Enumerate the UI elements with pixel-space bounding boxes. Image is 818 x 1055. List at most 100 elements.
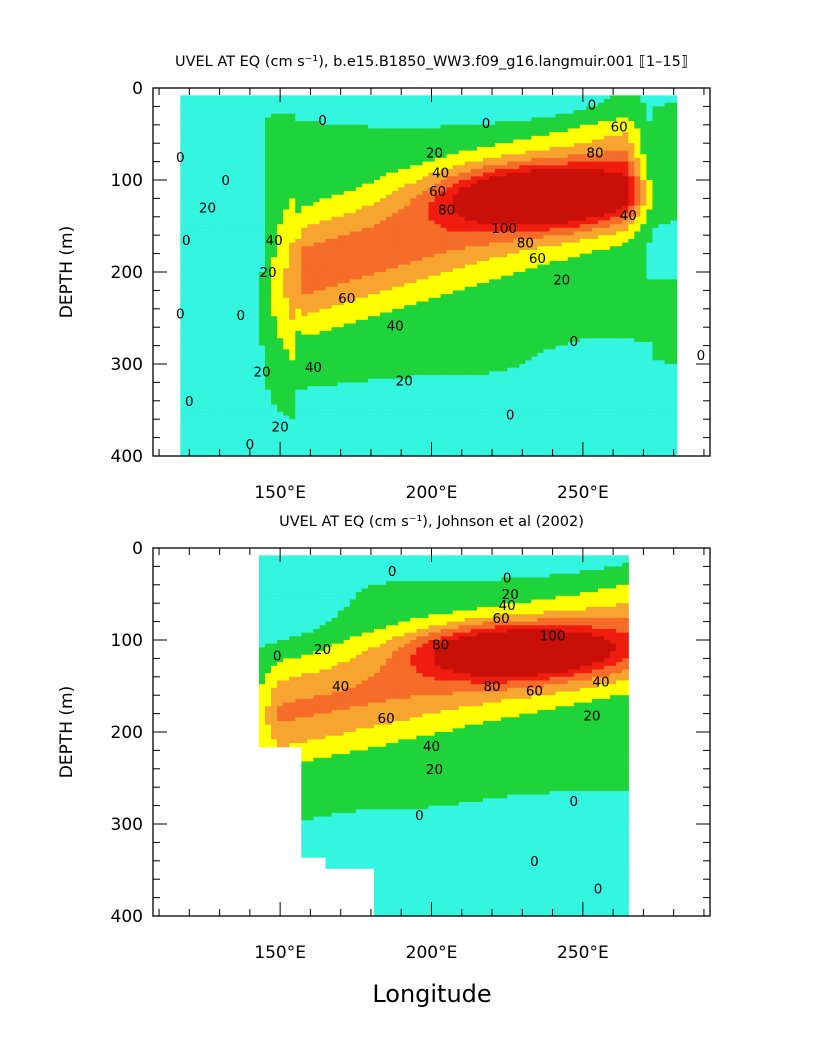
heatmap-cell	[186, 187, 193, 191]
heatmap-cell	[465, 290, 472, 294]
heatmap-cell	[277, 357, 284, 361]
heatmap-cell	[477, 140, 484, 144]
heatmap-cell	[380, 132, 387, 136]
heatmap-cell	[241, 195, 248, 199]
heatmap-cell	[465, 449, 472, 453]
heatmap-cell	[283, 180, 290, 184]
heatmap-cell	[253, 416, 260, 420]
heatmap-cell	[344, 438, 351, 442]
heatmap-cell	[338, 165, 345, 169]
heatmap-cell	[380, 125, 387, 129]
heatmap-cell	[368, 217, 375, 221]
heatmap-cell	[380, 397, 387, 401]
heatmap-cell	[289, 349, 296, 353]
heatmap-cell	[217, 393, 224, 397]
heatmap-cell	[471, 110, 478, 114]
heatmap-cell	[211, 312, 218, 316]
heatmap-cell	[483, 136, 490, 140]
heatmap-cell	[204, 162, 211, 166]
heatmap-cell	[259, 136, 266, 140]
heatmap-cell	[447, 390, 454, 394]
heatmap-cell	[465, 320, 472, 324]
heatmap-cell	[307, 257, 314, 261]
heatmap-cell	[192, 338, 199, 342]
heatmap-cell	[192, 312, 199, 316]
heatmap-cell	[186, 427, 193, 431]
heatmap-cell	[326, 312, 333, 316]
heatmap-cell	[301, 430, 308, 434]
heatmap-cell	[186, 364, 193, 368]
heatmap-cell	[344, 327, 351, 331]
heatmap-cell	[416, 228, 423, 232]
heatmap-cell	[180, 268, 187, 272]
heatmap-cell	[422, 386, 429, 390]
heatmap-cell	[235, 187, 242, 191]
heatmap-cell	[180, 206, 187, 210]
heatmap-cell	[374, 246, 381, 250]
heatmap-cell	[332, 114, 339, 118]
heatmap-cell	[374, 154, 381, 158]
heatmap-cell	[441, 324, 448, 328]
heatmap-cell	[253, 224, 260, 228]
heatmap-cell	[326, 404, 333, 408]
heatmap-cell	[410, 401, 417, 405]
heatmap-cell	[453, 371, 460, 375]
heatmap-cell	[229, 393, 236, 397]
heatmap-cell	[398, 257, 405, 261]
heatmap-cell	[301, 298, 308, 302]
heatmap-cell	[465, 128, 472, 132]
heatmap-cell	[301, 209, 308, 213]
heatmap-cell	[229, 408, 236, 412]
heatmap-cell	[404, 254, 411, 258]
heatmap-cell	[211, 360, 218, 364]
heatmap-cell	[241, 213, 248, 217]
heatmap-cell	[271, 364, 278, 368]
heatmap-cell	[295, 412, 302, 416]
heatmap-cell	[356, 290, 363, 294]
heatmap-cell	[483, 272, 490, 276]
heatmap-cell	[253, 176, 260, 180]
heatmap-cell	[204, 272, 211, 276]
heatmap-cell	[386, 103, 393, 107]
heatmap-cell	[422, 140, 429, 144]
heatmap-cell	[374, 106, 381, 110]
heatmap-cell	[223, 165, 230, 169]
heatmap-cell	[398, 110, 405, 114]
heatmap-cell	[301, 287, 308, 291]
heatmap-cell	[350, 147, 357, 151]
heatmap-cell	[362, 287, 369, 291]
heatmap-cell	[223, 305, 230, 309]
heatmap-cell	[326, 143, 333, 147]
heatmap-cell	[471, 283, 478, 287]
heatmap-cell	[465, 198, 472, 202]
heatmap-cell	[416, 128, 423, 132]
heatmap-cell	[483, 353, 490, 357]
heatmap-cell	[301, 250, 308, 254]
heatmap-cell	[180, 173, 187, 177]
heatmap-cell	[198, 272, 205, 276]
heatmap-cell	[277, 386, 284, 390]
heatmap-cell	[386, 125, 393, 129]
heatmap-cell	[223, 408, 230, 412]
heatmap-cell	[362, 169, 369, 173]
heatmap-cell	[441, 279, 448, 283]
heatmap-cell	[398, 121, 405, 125]
heatmap-cell	[374, 371, 381, 375]
heatmap-cell	[477, 434, 484, 438]
heatmap-cell	[471, 368, 478, 372]
heatmap-cell	[471, 331, 478, 335]
heatmap-cell	[295, 353, 302, 357]
heatmap-cell	[398, 419, 405, 423]
heatmap-cell	[410, 184, 417, 188]
heatmap-cell	[192, 125, 199, 129]
heatmap-cell	[477, 169, 484, 173]
heatmap-cell	[356, 305, 363, 309]
heatmap-cell	[368, 268, 375, 272]
heatmap-cell	[259, 445, 266, 449]
heatmap-cell	[356, 416, 363, 420]
heatmap-cell	[368, 349, 375, 353]
heatmap-cell	[380, 335, 387, 339]
heatmap-cell	[235, 224, 242, 228]
heatmap-cell	[211, 290, 218, 294]
heatmap-cell	[204, 268, 211, 272]
